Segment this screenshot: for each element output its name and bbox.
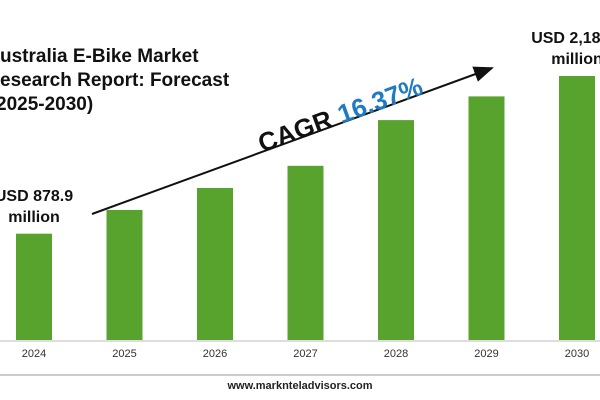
bar xyxy=(16,233,52,340)
x-tick-label: 2029 xyxy=(474,348,498,360)
bar xyxy=(378,120,414,340)
bar xyxy=(106,209,143,340)
title-line: 2025-2030) xyxy=(0,94,94,115)
x-tick-label: 2024 xyxy=(22,348,46,360)
bar xyxy=(468,96,505,340)
cagr-label: CAGR xyxy=(254,104,336,158)
trend-arrow xyxy=(91,66,494,215)
title-line: ustralia E-Bike Market xyxy=(0,46,199,67)
bar xyxy=(559,76,595,340)
x-tick-label: 2025 xyxy=(112,348,136,360)
x-tick-label: 2028 xyxy=(384,348,408,360)
bar xyxy=(287,165,324,340)
value-label: USD 878.9 million xyxy=(0,187,74,226)
title-line: esearch Report: Forecast xyxy=(0,70,230,91)
x-tick-label: 2030 xyxy=(565,348,589,360)
x-tick-label: 2026 xyxy=(203,348,227,360)
bar xyxy=(197,187,233,340)
footer: www.marknteladvisors.com xyxy=(226,380,372,392)
x-tick-label: 2027 xyxy=(293,348,317,360)
value-label: USD 2,182.6 million xyxy=(531,30,600,68)
